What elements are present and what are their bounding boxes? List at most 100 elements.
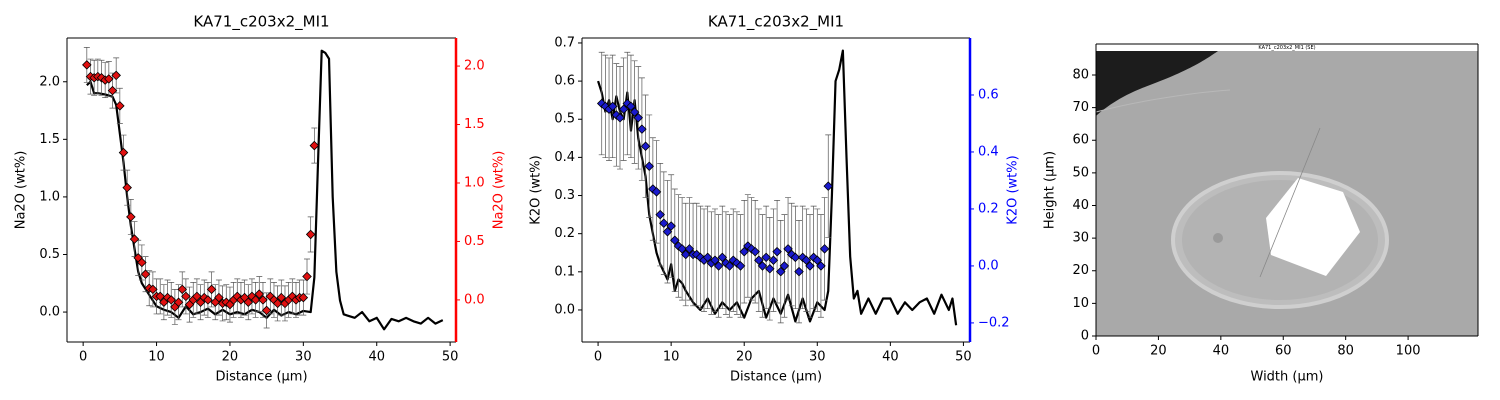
data-point	[816, 261, 826, 271]
data-point	[648, 184, 658, 194]
data-point	[272, 298, 283, 309]
x-tick-label: 0	[79, 350, 87, 365]
x-tick-label: 80	[1337, 344, 1354, 359]
data-point	[662, 226, 673, 237]
x-tick-label: 10	[663, 350, 680, 365]
data-point	[750, 246, 760, 257]
data-point	[794, 266, 804, 277]
y-axis-label: Na2O (wt%)	[14, 151, 29, 230]
data-point	[637, 124, 647, 134]
data-point	[309, 140, 320, 151]
data-point	[670, 235, 680, 246]
y-tick-label: 0	[1081, 329, 1089, 344]
data-point	[772, 246, 782, 257]
y-tick-label: 0.7	[554, 35, 575, 50]
data-point	[129, 234, 140, 244]
data-point	[250, 295, 261, 305]
data-point	[137, 257, 147, 268]
data-point	[768, 255, 779, 265]
data-point	[717, 252, 728, 263]
data-point	[797, 252, 808, 263]
chart-title: KA71_c203x2_MI1	[193, 13, 329, 32]
y-tick-label: 0.1	[554, 264, 575, 279]
y2-tick-label: 2.0	[464, 59, 485, 74]
x-tick-label: 20	[222, 350, 239, 365]
x-tick-label: 20	[736, 350, 753, 365]
melt-inclusion	[1266, 178, 1360, 276]
x-tick-label: 0	[1092, 344, 1100, 359]
data-point	[615, 113, 625, 123]
data-point	[655, 209, 665, 220]
data-point	[122, 182, 132, 193]
data-point	[783, 244, 793, 254]
data-point	[761, 252, 771, 263]
y2-tick-label: 0.2	[978, 201, 999, 216]
data-point	[254, 289, 265, 299]
x-tick-label: 30	[295, 350, 312, 365]
data-point	[118, 147, 129, 158]
y-tick-label: 40	[1072, 198, 1089, 213]
sem-image: KA71_c203x2_MI1 (SE)	[1095, 44, 1478, 336]
data-point	[629, 107, 640, 117]
data-point	[819, 244, 830, 254]
y-tick-label: 2.0	[39, 74, 60, 89]
y-tick-label: 0.0	[39, 305, 60, 320]
y-tick-label: 0.6	[554, 74, 575, 89]
y-tick-label: 50	[1072, 165, 1089, 180]
data-point	[298, 292, 309, 303]
data-point	[596, 98, 607, 109]
y-tick-label: 70	[1072, 100, 1089, 115]
data-point	[261, 305, 272, 316]
image-title: KA71_c203x2_MI1 (SE)	[1258, 45, 1315, 51]
y-tick-label: 80	[1072, 67, 1089, 82]
data-point	[823, 181, 834, 191]
data-point	[754, 255, 764, 265]
data-point	[713, 261, 724, 271]
y-tick-label: 1.5	[39, 132, 60, 147]
data-point	[258, 295, 268, 305]
data-point	[746, 244, 757, 254]
image-header	[1096, 44, 1478, 51]
data-point	[111, 70, 121, 81]
data-point	[140, 269, 151, 279]
y-tick-label: 1.0	[39, 189, 60, 204]
y2-tick-label: 0.0	[464, 292, 485, 307]
x-tick-label: 20	[1150, 344, 1167, 359]
data-point	[812, 255, 823, 265]
data-point	[115, 101, 125, 111]
x-tick-label: 100	[1396, 344, 1421, 359]
data-point	[155, 291, 165, 302]
data-point	[107, 85, 118, 96]
edge-line	[1095, 89, 1231, 113]
data-point	[302, 271, 312, 282]
data-point	[808, 252, 819, 263]
y2-axis-label: K2O (wt%)	[1006, 155, 1021, 224]
x-tick-label: 50	[442, 350, 459, 365]
spot	[1213, 233, 1223, 243]
data-point	[243, 297, 254, 308]
profile-line	[1259, 127, 1321, 278]
x-axis-label: Width (µm)	[1251, 370, 1324, 385]
y-tick-label: 0.5	[39, 247, 60, 262]
data-point	[173, 297, 184, 308]
dark-region	[1096, 51, 1218, 116]
data-point	[790, 252, 801, 263]
y-tick-label: 0.2	[554, 226, 575, 241]
y-tick-label: 30	[1072, 231, 1089, 246]
data-point	[203, 295, 213, 305]
y2-tick-label: 0.6	[978, 87, 999, 102]
data-point	[626, 101, 636, 112]
chart-title: KA71_c203x2_MI1	[708, 13, 844, 32]
y-tick-label: 0.5	[554, 112, 575, 127]
data-point	[618, 104, 629, 114]
y-tick-label: 60	[1072, 133, 1089, 148]
data-point	[728, 255, 739, 265]
data-point	[695, 252, 706, 263]
y2-tick-label: 0.0	[978, 258, 999, 273]
data-point	[710, 255, 720, 265]
y-axis-label: Height (µm)	[1043, 151, 1058, 229]
y-tick-label: 0.4	[554, 150, 575, 165]
data-point	[677, 244, 687, 254]
data-point	[82, 60, 92, 70]
